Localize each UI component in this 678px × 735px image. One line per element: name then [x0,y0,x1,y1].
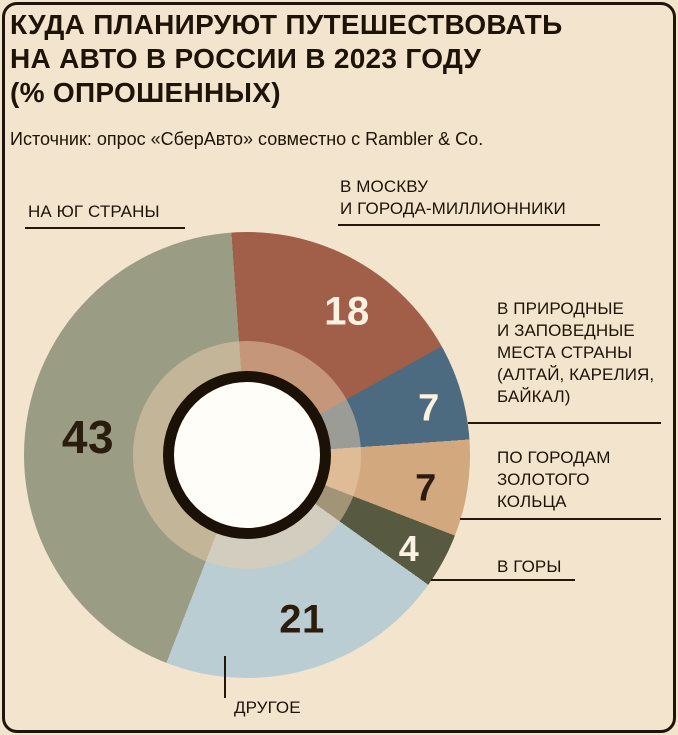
segment-value-other: 21 [279,597,325,642]
segment-value-mountains: 4 [398,528,420,569]
leader-line-mountains [431,579,575,581]
segment-value-golden: 7 [415,467,437,510]
page-title: КУДА ПЛАНИРУЮТ ПУТЕШЕСТВОВАТЬ НА АВТО В … [10,9,563,108]
leader-line-golden [460,518,661,520]
donut-center-hole [163,371,331,539]
segment-value-south: 43 [61,411,115,463]
donut-chart [24,232,470,678]
segment-value-nature: 7 [418,387,440,430]
segment-value-moscow: 18 [324,289,370,334]
segment-label-other: ДРУГОЕ [234,698,301,717]
leader-line-nature [468,422,661,424]
leader-line-south [25,227,185,229]
segment-label-golden: ПО ГОРОДАМ ЗОЛОТОГО КОЛЬЦА [497,448,611,511]
source-line: Источник: опрос «СберАвто» совместно с R… [10,129,484,149]
segment-label-moscow: В МОСКВУ И ГОРОДА-МИЛЛИОННИКИ [340,177,566,218]
leader-line-moscow [338,224,600,226]
segment-label-south: НА ЮГ СТРАНЫ [28,202,160,221]
leader-line-other [224,656,226,698]
segment-label-mountains: В ГОРЫ [497,557,562,576]
segment-label-nature: В ПРИРОДНЫЕ И ЗАПОВЕДНЫЕ МЕСТА СТРАНЫ (А… [497,299,655,406]
